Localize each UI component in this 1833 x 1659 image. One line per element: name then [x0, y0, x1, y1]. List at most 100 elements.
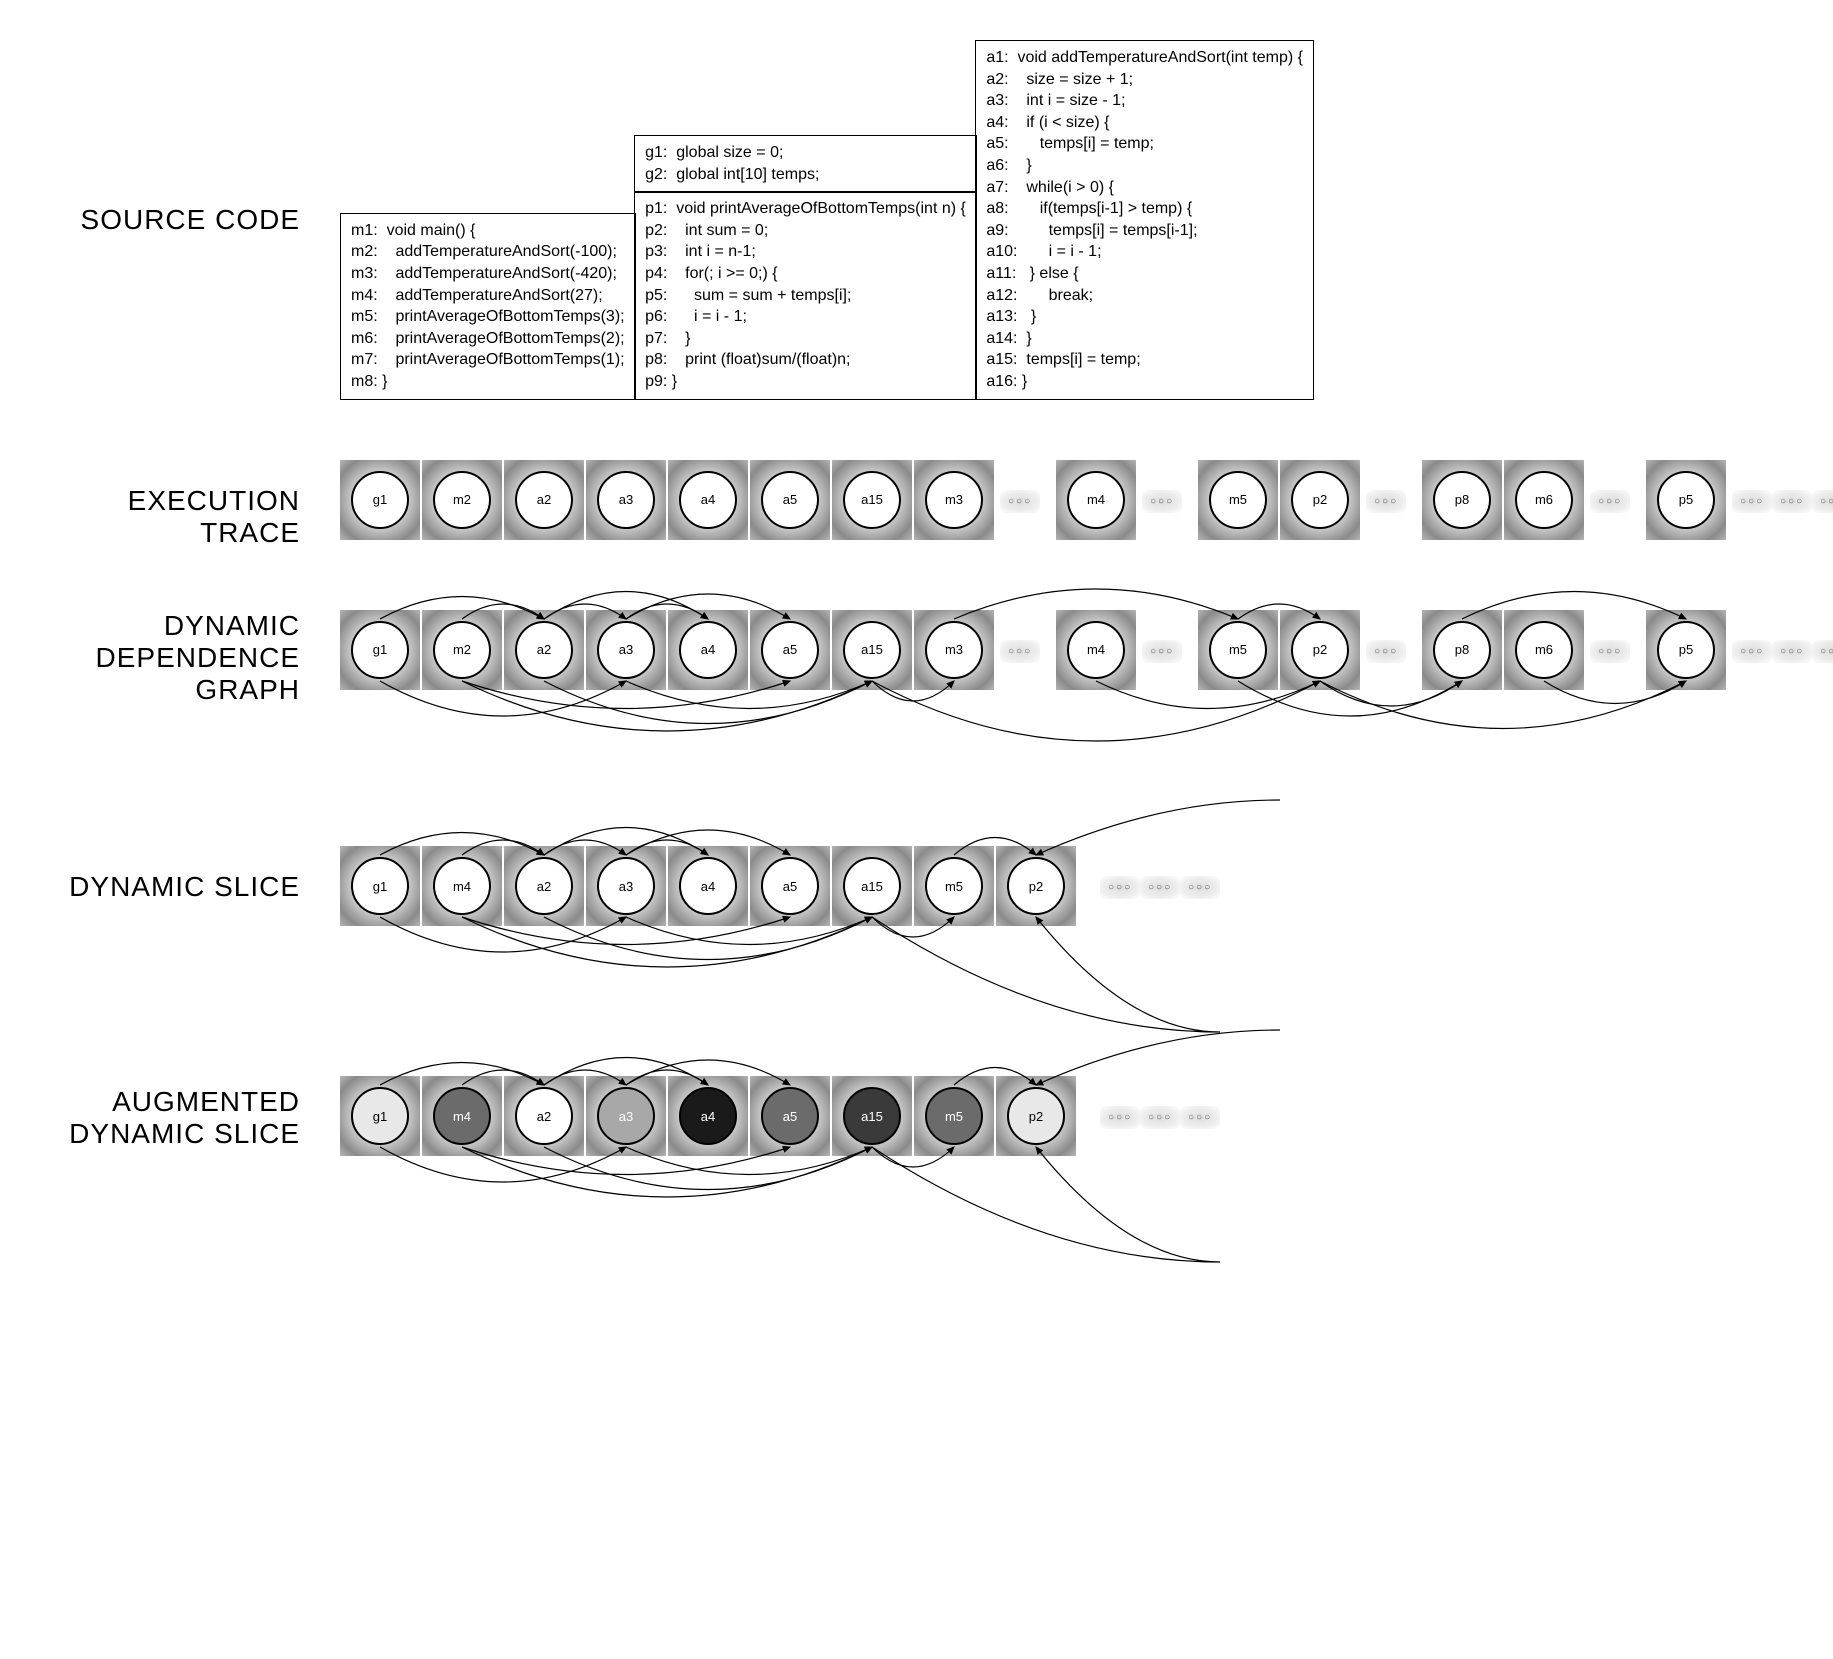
code-line: a4: if (i < size) {	[986, 112, 1303, 134]
ellipsis: ○○○	[1732, 640, 1772, 663]
node-g1: g1	[340, 460, 420, 540]
node-p2: p2	[1280, 610, 1360, 690]
ellipsis: ○○○	[1142, 640, 1182, 663]
code-line: m4: addTemperatureAndSort(27);	[351, 285, 625, 307]
code-line: a8: if(temps[i-1] > temp) {	[986, 198, 1303, 220]
node-m4: m4	[1056, 610, 1136, 690]
code-line: a1: void addTemperatureAndSort(int temp)…	[986, 47, 1303, 69]
code-boxes: m1: void main() {m2: addTemperatureAndSo…	[340, 40, 1793, 400]
node-a5: a5	[750, 460, 830, 540]
code-line: p2: int sum = 0;	[645, 220, 966, 242]
aug-label: AUGMENTED DYNAMIC SLICE	[40, 1076, 340, 1150]
edge-layer	[340, 1016, 1833, 1296]
node-p5: p5	[1646, 610, 1726, 690]
node-a15: a15	[832, 460, 912, 540]
ellipsis: ○○○	[1812, 490, 1833, 513]
code-line: m6: printAverageOfBottomTemps(2);	[351, 328, 625, 350]
edge	[872, 681, 1320, 741]
node-a5: a5	[750, 846, 830, 926]
ddg-row: DYNAMIC DEPENDENCE GRAPH g1m2a2a3a4a5a15…	[40, 610, 1793, 707]
ddg-track: g1m2a2a3a4a5a15m3m4m5p2p8m6p5○○○○○○○○○○○…	[340, 610, 1793, 700]
edge	[872, 1147, 1220, 1262]
code-line: a6: }	[986, 155, 1303, 177]
ddg-label: DYNAMIC DEPENDENCE GRAPH	[40, 610, 340, 707]
execution-trace-label: EXECUTION TRACE	[40, 460, 340, 549]
edge	[872, 917, 1220, 1032]
ellipsis: ○○○	[1812, 640, 1833, 663]
code-line: p1: void printAverageOfBottomTemps(int n…	[645, 198, 966, 220]
node-a15: a15	[832, 1076, 912, 1156]
source-code-label: SOURCE CODE	[40, 204, 340, 236]
node-m4: m4	[422, 846, 502, 926]
code-line: m8: }	[351, 371, 625, 393]
node-m2: m2	[422, 460, 502, 540]
node-a5: a5	[750, 1076, 830, 1156]
ellipsis: ○○○	[1366, 490, 1406, 513]
node-p5: p5	[1646, 460, 1726, 540]
code-line: g1: global size = 0;	[645, 142, 966, 164]
trace-track: g1m2a2a3a4a5a15m3m4m5p2p8m6p5○○○○○○○○○○○…	[340, 460, 1793, 550]
ellipsis: ○○○	[1590, 490, 1630, 513]
node-a2: a2	[504, 460, 584, 540]
node-a2: a2	[504, 610, 584, 690]
code-line: p7: }	[645, 328, 966, 350]
code-line: p9: }	[645, 371, 966, 393]
ellipsis: ○○○	[1100, 1106, 1140, 1129]
code-line: a11: } else {	[986, 263, 1303, 285]
node-a2: a2	[504, 1076, 584, 1156]
node-p8: p8	[1422, 610, 1502, 690]
ellipsis: ○○○	[1140, 876, 1180, 899]
node-m3: m3	[914, 610, 994, 690]
ellipsis: ○○○	[1140, 1106, 1180, 1129]
code-line: a10: i = i - 1;	[986, 241, 1303, 263]
ellipsis: ○○○	[1590, 640, 1630, 663]
node-a5: a5	[750, 610, 830, 690]
code-line: a9: temps[i] = temps[i-1];	[986, 220, 1303, 242]
node-m3: m3	[914, 460, 994, 540]
node-m4: m4	[1056, 460, 1136, 540]
code-box-main: m1: void main() {m2: addTemperatureAndSo…	[340, 213, 636, 400]
code-line: a16: }	[986, 371, 1303, 393]
node-m2: m2	[422, 610, 502, 690]
code-line: p8: print (float)sum/(float)n;	[645, 349, 966, 371]
execution-trace-row: EXECUTION TRACE g1m2a2a3a4a5a15m3m4m5p2p…	[40, 460, 1793, 550]
node-g1: g1	[340, 610, 420, 690]
node-p2: p2	[996, 846, 1076, 926]
node-p8: p8	[1422, 460, 1502, 540]
slice-track: g1m4a2a3a4a5a15m5p2○○○○○○○○○	[340, 846, 1793, 936]
ellipsis: ○○○	[1772, 490, 1812, 513]
ellipsis: ○○○	[1366, 640, 1406, 663]
code-line: a15: temps[i] = temp;	[986, 349, 1303, 371]
ellipsis: ○○○	[1772, 640, 1812, 663]
ddg-content: g1m2a2a3a4a5a15m3m4m5p2p8m6p5○○○○○○○○○○○…	[340, 610, 1793, 700]
edge	[1320, 681, 1686, 729]
node-a4: a4	[668, 846, 748, 926]
node-a3: a3	[586, 460, 666, 540]
code-line: m5: printAverageOfBottomTemps(3);	[351, 306, 625, 328]
node-a15: a15	[832, 846, 912, 926]
source-code-content: m1: void main() {m2: addTemperatureAndSo…	[340, 40, 1793, 400]
slice-label: DYNAMIC SLICE	[40, 846, 340, 903]
node-a4: a4	[668, 460, 748, 540]
node-m6: m6	[1504, 460, 1584, 540]
code-box-print: p1: void printAverageOfBottomTemps(int n…	[634, 191, 977, 399]
node-p2: p2	[1280, 460, 1360, 540]
node-p2: p2	[996, 1076, 1076, 1156]
code-line: a2: size = size + 1;	[986, 69, 1303, 91]
node-m6: m6	[1504, 610, 1584, 690]
node-a4: a4	[668, 1076, 748, 1156]
node-a2: a2	[504, 846, 584, 926]
code-line: m7: printAverageOfBottomTemps(1);	[351, 349, 625, 371]
code-line: p6: i = i - 1;	[645, 306, 966, 328]
code-line: a13: }	[986, 306, 1303, 328]
aug-track: g1m4a2a3a4a5a15m5p2○○○○○○○○○	[340, 1076, 1793, 1166]
edge-layer	[340, 550, 1833, 830]
edge-layer	[340, 786, 1833, 1066]
node-m5: m5	[914, 846, 994, 926]
execution-trace-content: g1m2a2a3a4a5a15m3m4m5p2p8m6p5○○○○○○○○○○○…	[340, 460, 1793, 550]
code-line: a5: temps[i] = temp;	[986, 133, 1303, 155]
ellipsis: ○○○	[1000, 490, 1040, 513]
node-a3: a3	[586, 846, 666, 926]
node-a3: a3	[586, 1076, 666, 1156]
code-line: m3: addTemperatureAndSort(-420);	[351, 263, 625, 285]
